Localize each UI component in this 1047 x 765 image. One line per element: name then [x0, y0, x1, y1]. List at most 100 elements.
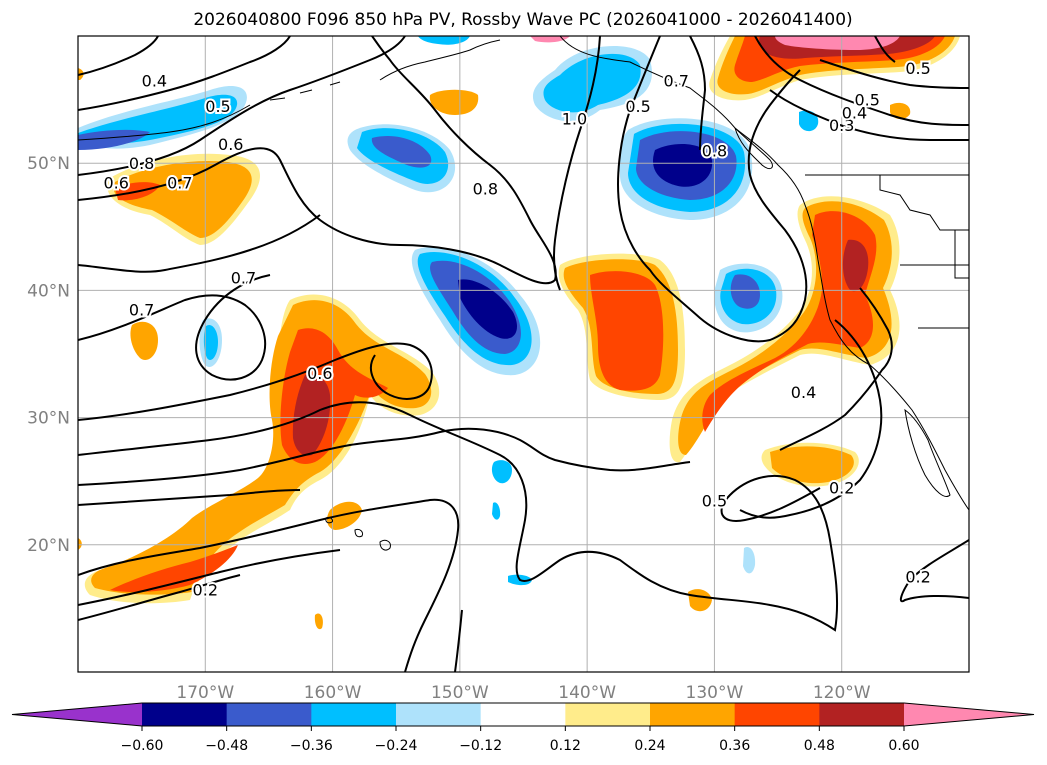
- contour-label: 0.4: [840, 101, 869, 124]
- y-tick-label: 50°N: [27, 154, 70, 174]
- contour-line-1: [78, 36, 406, 176]
- negative-anomaly-bc-core: [652, 144, 713, 187]
- contour-line-18: [874, 36, 896, 63]
- negative-anomaly-dot-4: [743, 546, 756, 574]
- contour-line-15: [754, 36, 969, 126]
- contour-label-text: 0.7: [231, 269, 256, 288]
- contour-line-8: [78, 489, 301, 506]
- graticule: [78, 36, 969, 672]
- x-tick-label: 120°W: [813, 683, 871, 703]
- contour-line-10: [78, 549, 341, 606]
- contour-line-11: [454, 609, 463, 672]
- colorbar-segment: [480, 703, 566, 726]
- negative-anomaly-west-core: [78, 129, 150, 150]
- contour-label: 0.4: [789, 381, 818, 404]
- coast-baja: [904, 408, 951, 497]
- negative-anomaly-dot-1: [491, 460, 512, 484]
- positive-anomaly-left-edge: [78, 538, 82, 550]
- positive-anomaly-top-right-core: [775, 36, 900, 50]
- contour-label-text: 0.5: [702, 491, 727, 510]
- negative-anomaly-dot-5: [799, 110, 819, 132]
- x-axis-ticks: 170°W 160°W 150°W 140°W 130°W 120°W: [176, 683, 870, 703]
- contour-labels: 0.20.20.20.30.40.40.40.50.50.5 0.50.50.60…: [101, 57, 932, 602]
- pv-contours: [78, 36, 969, 672]
- coast-hawaii-1: [379, 539, 391, 551]
- contour-line-22: [78, 574, 241, 621]
- contour-line-6: [78, 401, 839, 632]
- contour-label: 0.8: [127, 152, 156, 175]
- contour-line-19: [779, 287, 893, 451]
- x-tick-label: 130°W: [686, 683, 744, 703]
- contour-label-text: 1.0: [562, 110, 587, 129]
- contour-line-5: [78, 342, 433, 421]
- colorbar-tick-label: 0.60: [888, 738, 919, 754]
- colorbar: −0.60 −0.48 −0.36 −0.24 −0.12 0.12 0.24 0.36 0.4…: [11, 702, 1035, 754]
- contour-line-7: [78, 427, 691, 486]
- contour-label: 0.4: [140, 70, 169, 93]
- positive-anomaly-south-coast-inner: [770, 446, 854, 484]
- negative-anomaly-top: [418, 36, 470, 45]
- contour-label-text: 0.5: [205, 97, 230, 116]
- colorbar-tick-label: −0.12: [459, 738, 502, 754]
- contour-label: 0.7: [165, 171, 194, 194]
- contour-line-4: [78, 274, 271, 381]
- contour-label-text: 0.4: [842, 103, 867, 122]
- contour-label-text: 0.2: [829, 479, 854, 498]
- contour-label-text: 0.8: [702, 141, 727, 160]
- negative-anomaly-offshore-core: [730, 274, 760, 309]
- positive-anomaly-small-c: [429, 89, 479, 115]
- contour-label: 0.2: [903, 566, 932, 589]
- colorbar-tick-label: −0.36: [290, 738, 333, 754]
- coast-canada-us-border: [805, 174, 969, 329]
- map-area: 0.20.20.20.30.40.40.40.50.50.5 0.50.50.60…: [78, 36, 969, 672]
- colorbar-extend-max: [904, 703, 1034, 726]
- colorbar-segment: [226, 703, 312, 726]
- positive-anomaly-northwest-2: [113, 160, 252, 238]
- contour-label: 0.3: [827, 114, 856, 137]
- contour-line-16: [769, 89, 969, 141]
- positive-anomaly-east-central-core: [590, 271, 664, 391]
- y-tick-label: 40°N: [27, 281, 70, 301]
- contour-label: 0.5: [203, 95, 232, 118]
- contour-label-text: 0.5: [625, 97, 650, 116]
- colorbar-tick-label: −0.24: [375, 738, 418, 754]
- contour-label-text: 0.2: [905, 568, 930, 587]
- contour-label-text: 0.7: [664, 72, 689, 91]
- chart-title: 2026040800 F096 850 hPa PV, Rossby Wave …: [193, 10, 852, 30]
- colorbar-segment: [311, 703, 397, 726]
- coast-hawaii-2: [354, 529, 363, 538]
- contour-label: 0.7: [127, 298, 156, 321]
- coast-alaska-peninsula: [379, 39, 501, 81]
- colorbar-segment: [734, 703, 820, 726]
- contour-line-13: [552, 36, 601, 291]
- contour-label-text: 0.8: [129, 154, 154, 173]
- contour-line-12: [617, 36, 808, 343]
- coast-vancouver-island: [734, 127, 773, 170]
- negative-anomaly-north-a-core: [371, 135, 432, 168]
- contour-label-text: 0.8: [473, 180, 498, 199]
- x-tick-label: 150°W: [431, 683, 489, 703]
- contour-label: 0.7: [662, 70, 691, 93]
- y-tick-label: 20°N: [27, 536, 70, 556]
- contour-line-20: [739, 319, 883, 519]
- contour-line-23: [78, 36, 291, 111]
- contour-label-text: 0.6: [103, 173, 128, 192]
- positive-anomaly-southwest-core: [110, 545, 238, 593]
- contour-label: 0.8: [471, 178, 500, 201]
- contour-line-17: [819, 59, 969, 89]
- contour-line-14: [689, 36, 707, 151]
- contour-label-text: 0.3: [829, 116, 854, 135]
- colorbar-tick-label: 0.12: [550, 738, 581, 754]
- positive-anomaly-small-d: [890, 102, 911, 120]
- colorbar-tick-label: −0.60: [121, 738, 164, 754]
- contour-line-2: [78, 36, 557, 285]
- positive-anomaly-northwest-inset: [130, 321, 158, 360]
- colorbar-segment: [565, 703, 651, 726]
- y-tick-label: 30°N: [27, 409, 70, 429]
- contour-line-21: [899, 539, 969, 603]
- colorbar-segment: [650, 703, 736, 726]
- x-tick-label: 170°W: [176, 683, 234, 703]
- colorbar-segment: [396, 703, 482, 726]
- pv-shading-layer: [78, 36, 960, 630]
